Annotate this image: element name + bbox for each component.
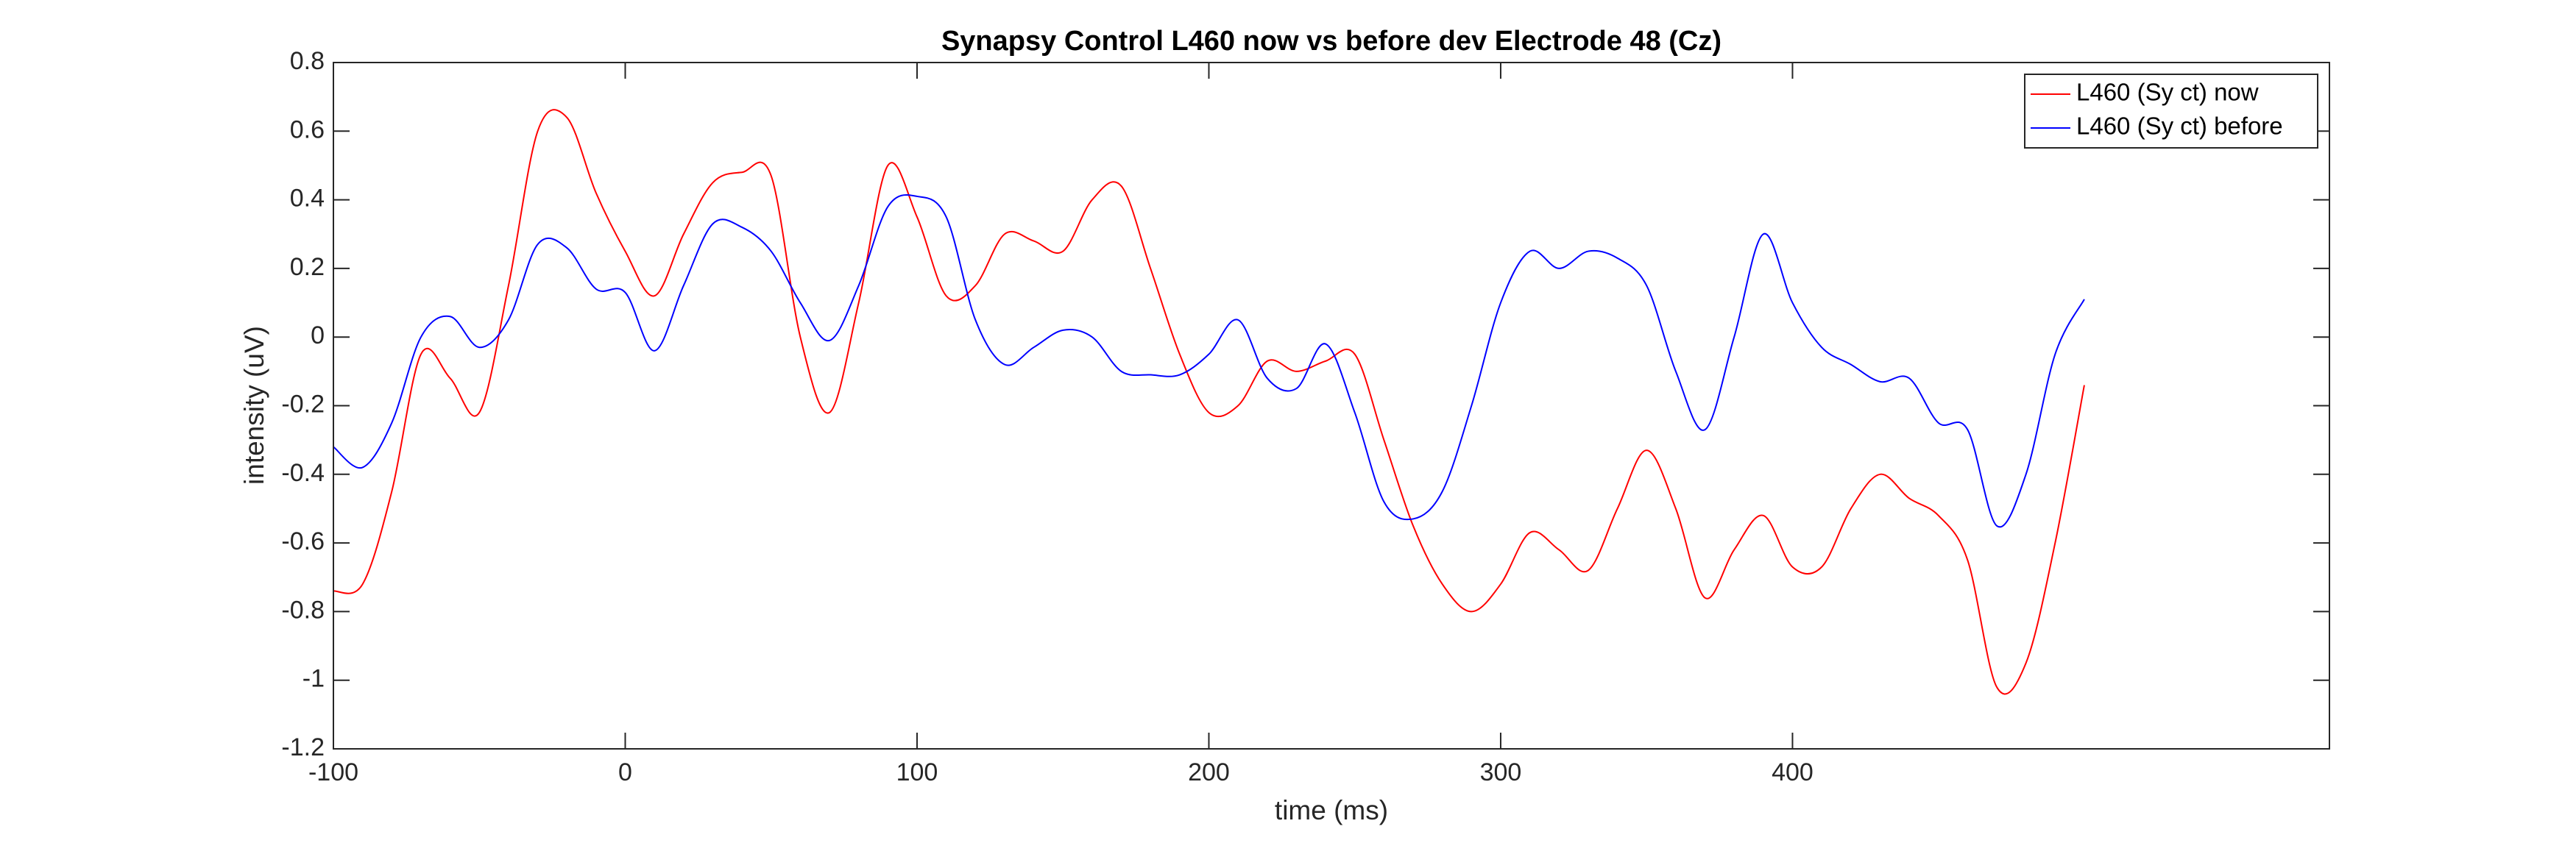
y-tick-label: -1.2: [281, 733, 325, 761]
line-series: [333, 109, 2085, 695]
chart-title: Synapsy Control L460 now vs before dev E…: [941, 26, 1722, 57]
y-tick-label: 0.6: [290, 115, 325, 143]
y-tick-label: -1: [302, 665, 325, 693]
legend-label: L460 (Sy ct) now: [2076, 79, 2259, 106]
x-tick-label: 0: [618, 758, 632, 786]
y-tick-label: -0.8: [281, 596, 325, 624]
x-tick-label: 100: [896, 758, 938, 786]
x-tick-label: -100: [308, 758, 358, 786]
line-series: [333, 194, 2085, 528]
y-tick-label: -0.4: [281, 459, 325, 487]
y-tick-label: -0.2: [281, 390, 325, 418]
y-tick-label: 0.4: [290, 185, 325, 213]
x-tick-label: 200: [1188, 758, 1230, 786]
plot-frame: [333, 62, 2330, 750]
x-axis-label: time (ms): [1275, 795, 1388, 825]
x-tick-label: 300: [1480, 758, 1522, 786]
y-tick-label: 0.2: [290, 253, 325, 281]
y-axis-label: intensity (uV): [239, 326, 269, 485]
y-tick-label: 0.8: [290, 47, 325, 75]
x-tick-label: 400: [1772, 758, 1814, 786]
legend-label: L460 (Sy ct) before: [2076, 113, 2283, 140]
legend-box: [2024, 74, 2318, 149]
y-tick-label: -0.6: [281, 527, 325, 555]
y-tick-label: 0: [311, 321, 325, 349]
